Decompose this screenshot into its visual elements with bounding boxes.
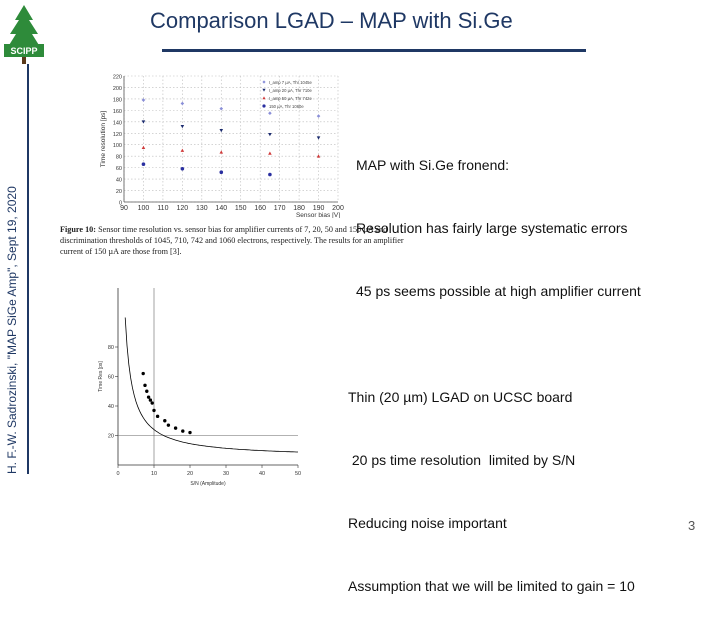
sidebar-divider [27, 64, 29, 474]
data-point [181, 429, 185, 433]
data-point [268, 151, 272, 155]
note-line: Assumption that we will be limited to ga… [348, 578, 635, 594]
y-axis-label: Time Res [ps] [98, 361, 104, 392]
x-tick-label: 160 [254, 205, 266, 212]
figure-caption-label: Figure 10: [60, 225, 97, 234]
y-tick-label: 40 [108, 404, 114, 410]
y-tick-label: 80 [116, 155, 122, 161]
note-line: MAP with Si.Ge fronend: [356, 157, 510, 173]
data-point [180, 124, 185, 129]
x-tick-label: 150 [235, 205, 247, 212]
x-tick-label: 170 [274, 205, 286, 212]
y-tick-label: 160 [113, 109, 122, 115]
x-tick-label: 30 [223, 471, 229, 477]
x-tick-label: 130 [196, 205, 208, 212]
data-point [180, 101, 185, 106]
x-tick-label: 190 [313, 205, 325, 212]
x-tick-label: 100 [138, 205, 150, 212]
data-point [141, 145, 146, 150]
data-point [173, 426, 178, 430]
note-line: 20 ps time resolution limited by S/N [348, 452, 576, 468]
y-tick-label: 40 [116, 178, 122, 184]
y-tick-label: 200 [113, 86, 122, 92]
figure-caption: Figure 10: Sensor time resolution vs. se… [60, 224, 405, 257]
data-point [262, 88, 266, 92]
x-tick-label: 10 [151, 471, 157, 477]
data-point [152, 408, 156, 413]
note-line: 45 ps seems possible at high amplifier c… [356, 283, 641, 299]
x-tick-label: 180 [293, 205, 305, 212]
y-axis-label: Time resolution [ps] [100, 111, 107, 168]
x-tick-label: 0 [116, 471, 119, 477]
logo-text: SCIPP [10, 46, 37, 56]
data-point [143, 383, 147, 388]
data-point [166, 423, 171, 427]
data-point [188, 430, 192, 435]
data-point [219, 170, 224, 175]
slide-title: Comparison LGAD – MAP with Si.Ge [150, 8, 513, 33]
page-number: 3 [688, 518, 696, 533]
scipp-logo: SCIPP [4, 5, 44, 64]
data-point [145, 389, 149, 393]
title-underline [162, 49, 586, 52]
y-tick-label: 60 [116, 166, 122, 172]
legend-entry: I_amp 7 µA, Thr 1045e [269, 80, 313, 85]
data-point [268, 172, 272, 177]
y-tick-label: 140 [113, 120, 122, 126]
data-point [262, 80, 266, 84]
data-point [316, 154, 321, 158]
x-tick-label: 120 [177, 205, 189, 212]
note-line: Reducing noise important [348, 515, 507, 531]
legend-entry: I_amp 50 µA, Thr 742e [269, 96, 313, 101]
y-tick-label: 220 [113, 75, 122, 81]
time-resolution-vs-bias-chart: 90 100 110 120 130 140 150 160 170 180 190 200 0 20 40… [100, 75, 344, 219]
author-date-vertical: H. F.-W. Sadrozinski, "MAP SiGe Amp", Se… [5, 186, 19, 474]
x-tick-label: 110 [157, 205, 168, 212]
y-tick-label: 80 [108, 345, 114, 351]
data-point [180, 148, 185, 152]
data-point [141, 371, 145, 376]
figure-caption-text: Sensor time resolution vs. sensor bias f… [60, 225, 404, 256]
y-tick-label: 0 [119, 201, 122, 207]
data-point [155, 414, 160, 419]
data-point [316, 136, 321, 140]
data-point [262, 96, 266, 100]
x-axis-label: Sensor bias [V] [296, 212, 340, 218]
y-tick-label: 60 [108, 375, 114, 381]
note-line: Resolution has fairly large systematic e… [356, 220, 628, 236]
data-point [316, 114, 321, 118]
map-sige-notes: MAP with Si.Ge fronend: Resolution has f… [356, 113, 641, 323]
x-tick-label: 90 [120, 205, 128, 212]
data-point [150, 401, 154, 405]
data-point [268, 132, 272, 137]
data-point [148, 398, 153, 402]
y-tick-label: 20 [116, 189, 122, 195]
x-tick-label: 200 [332, 205, 344, 212]
x-tick-label: 40 [259, 471, 265, 477]
data-point [219, 150, 224, 154]
legend-entry: 150 µA, Thr 1060e [269, 104, 304, 109]
note-line: Thin (20 µm) LGAD on UCSC board [348, 389, 573, 405]
data-point [219, 128, 224, 133]
legend-entry: I_amp 20 µA, Thr 710e [269, 88, 313, 93]
data-point [141, 162, 146, 166]
y-tick-label: 180 [113, 97, 122, 103]
data-point [146, 395, 151, 399]
x-axis-label: S/N (Amplitude) [190, 481, 226, 487]
x-tick-label: 50 [295, 471, 301, 477]
y-tick-label: 100 [113, 143, 122, 149]
data-point [262, 104, 266, 108]
data-point [219, 106, 224, 111]
y-tick-label: 20 [108, 434, 114, 440]
x-tick-label: 20 [187, 471, 193, 477]
data-point [268, 111, 272, 116]
x-tick-label: 140 [215, 205, 227, 212]
data-point [180, 166, 185, 171]
y-tick-label: 120 [113, 132, 122, 138]
data-point [163, 419, 167, 423]
time-resolution-vs-sn-chart: 0 10 20 30 40 50 20 40 60 80 S/N (Amplitude) Time R… [98, 288, 301, 487]
data-point [141, 120, 146, 124]
fit-curve [124, 317, 298, 453]
lgad-notes: Thin (20 µm) LGAD on UCSC board 20 ps ti… [348, 345, 635, 618]
